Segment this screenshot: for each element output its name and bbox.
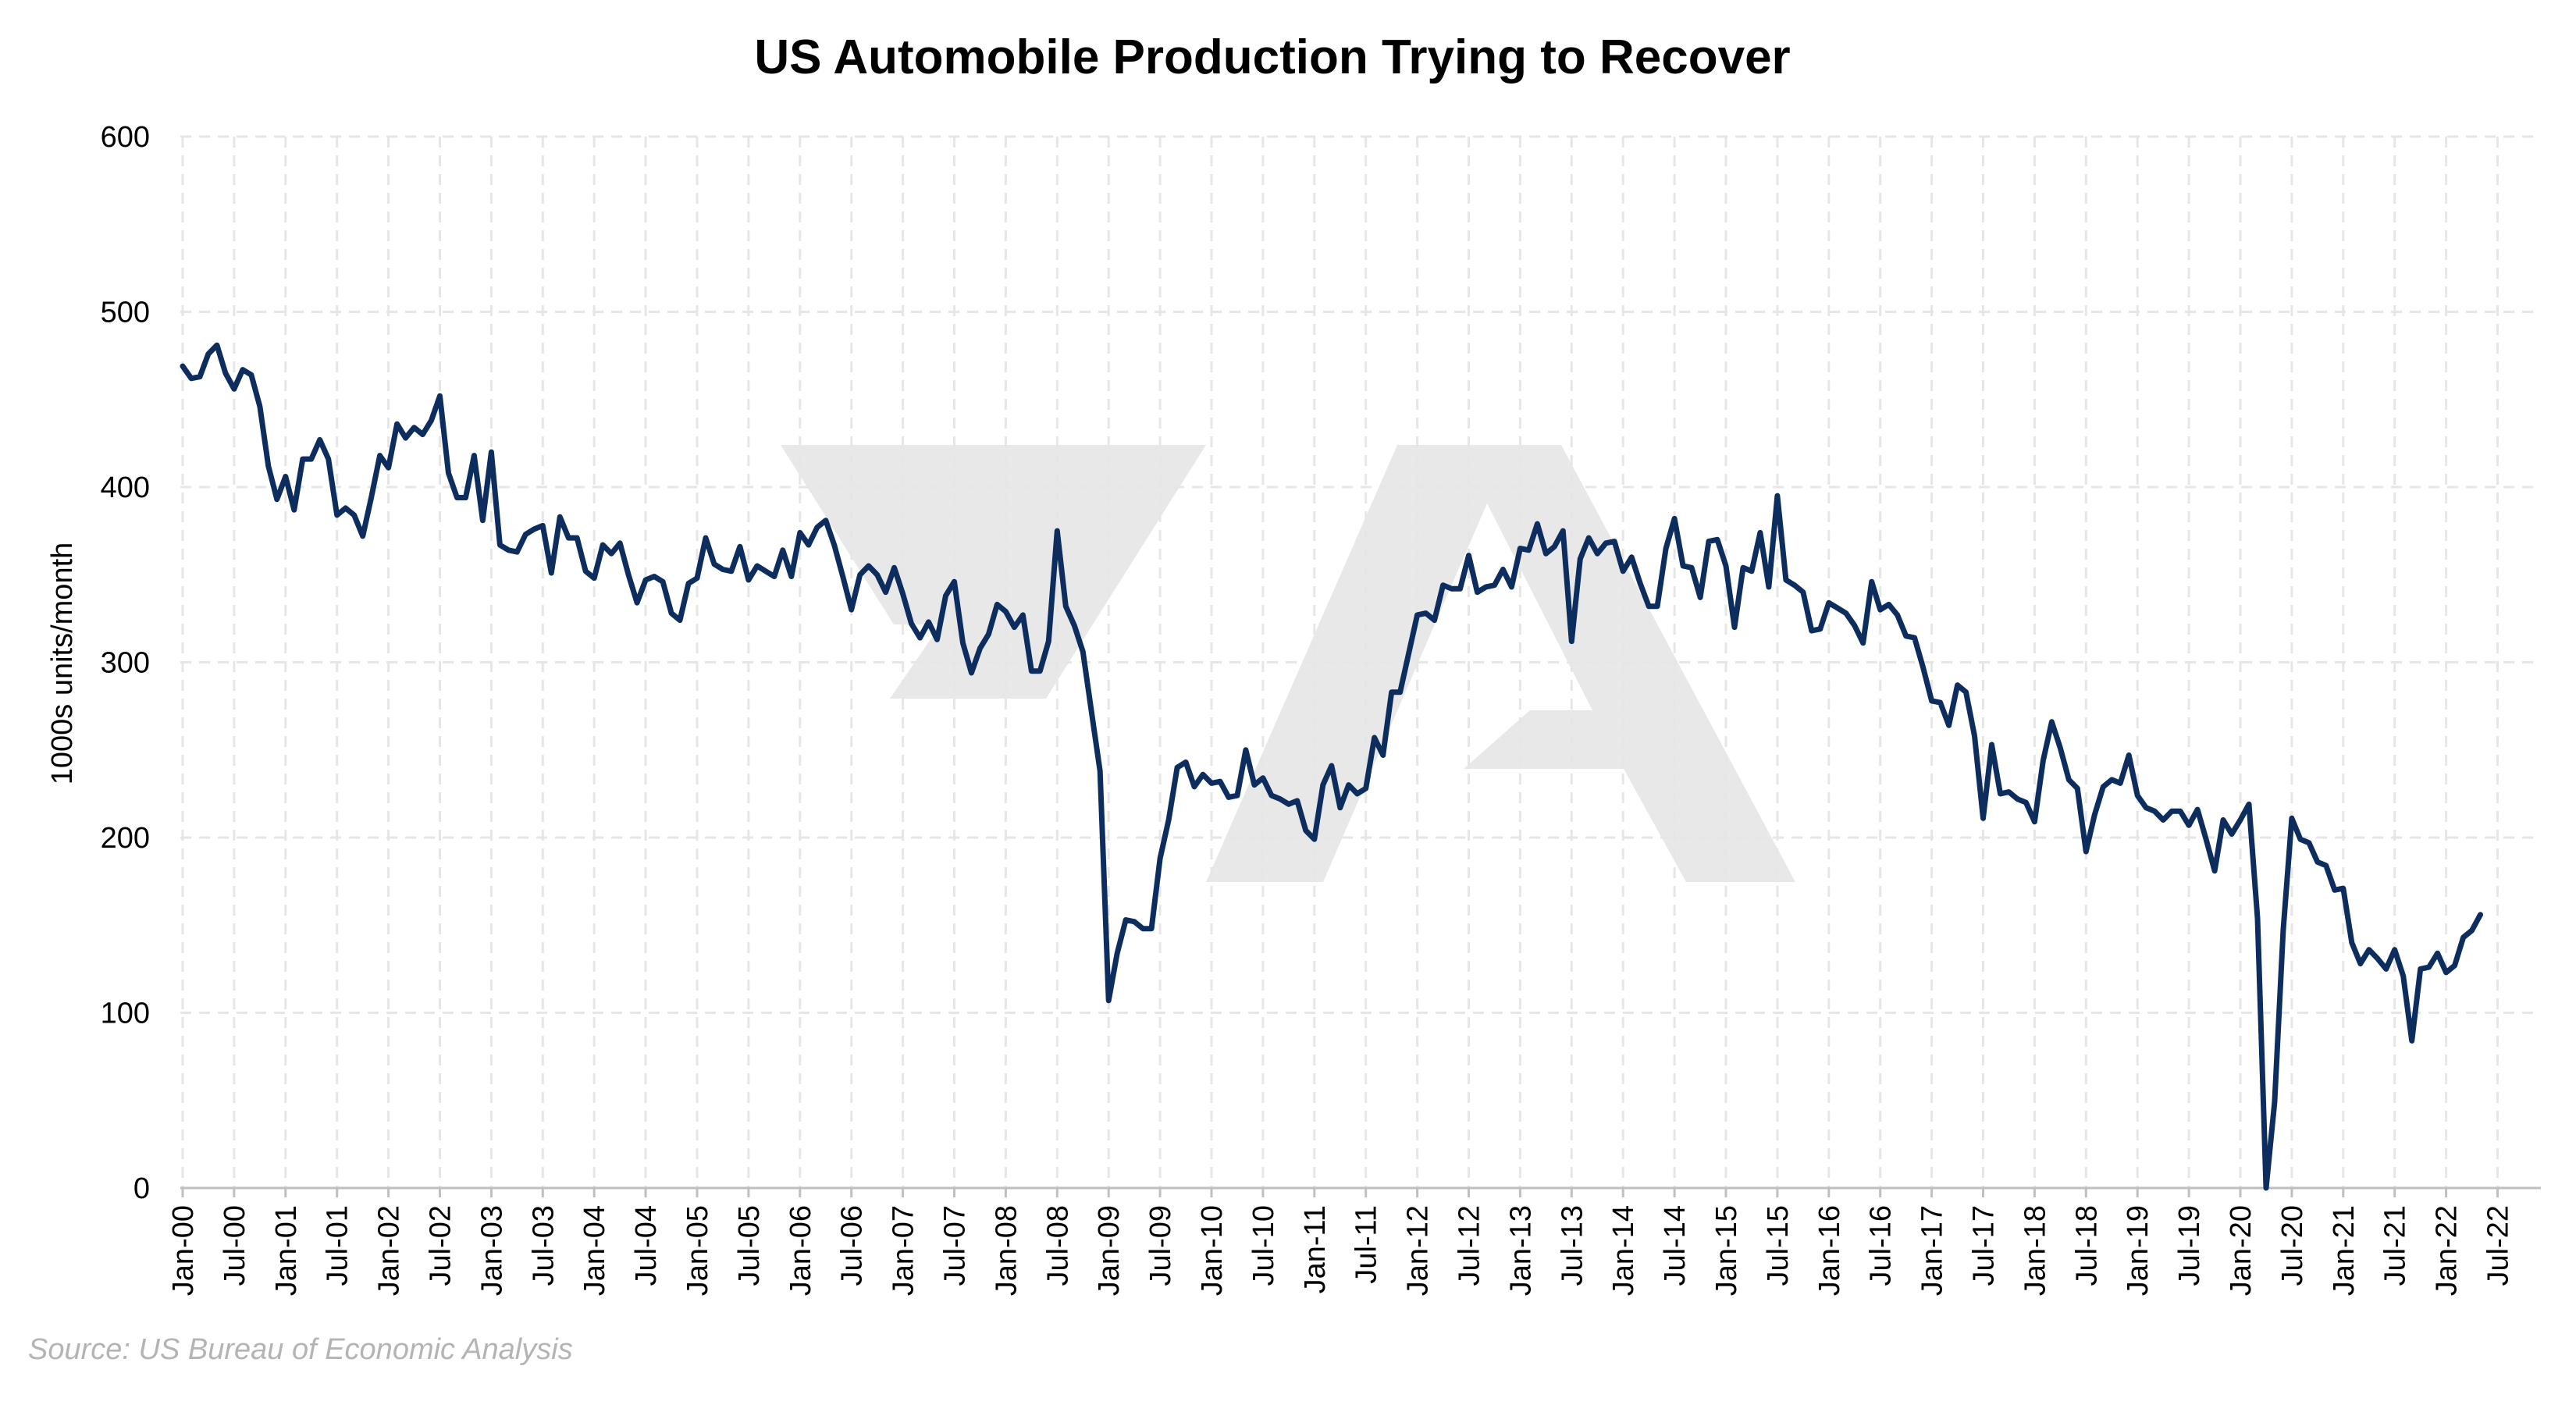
x-tick-label: Jan-17 (1916, 1205, 1949, 1296)
x-tick-label: Jan-05 (681, 1205, 714, 1296)
y-tick-labels: 0 100 200 300 400 500 600 (101, 121, 150, 1205)
x-tick-label: Jul-21 (2379, 1205, 2412, 1286)
chart-title: US Automobile Production Trying to Recov… (754, 30, 1791, 84)
y-tick-label: 0 (133, 1172, 150, 1205)
x-tick-label: Jan-06 (785, 1205, 817, 1296)
y-tick-label: 400 (101, 471, 150, 504)
x-tick-label: Jul-08 (1041, 1205, 1074, 1286)
x-tick-label: Jul-15 (1762, 1205, 1795, 1286)
vertical-gridlines (181, 137, 2499, 1188)
x-tick-label: Jul-19 (2173, 1205, 2206, 1286)
series-line (180, 342, 2483, 1191)
x-tick-label: Jul-12 (1453, 1205, 1486, 1286)
x-tick-label: Jan-00 (167, 1205, 200, 1296)
x-tick-label: Jul-22 (2482, 1205, 2515, 1286)
x-tick-label: Jan-21 (2328, 1205, 2361, 1296)
x-tick-label: Jan-09 (1093, 1205, 1126, 1296)
watermark-shape-right (1206, 445, 1795, 882)
x-tick-label: Jan-07 (888, 1205, 920, 1296)
x-tick-label: Jan-22 (2431, 1205, 2464, 1296)
x-tick-label: Jan-13 (1504, 1205, 1537, 1296)
y-tick-label: 600 (101, 121, 150, 154)
x-tick-label: Jul-01 (322, 1205, 354, 1286)
x-tick-label: Jan-19 (2122, 1205, 2154, 1296)
horizontal-gridlines (180, 135, 2541, 1014)
x-tick-label: Jan-02 (373, 1205, 406, 1296)
source-note: Source: US Bureau of Economic Analysis (28, 1333, 573, 1366)
x-tick-label: Jul-17 (1968, 1205, 2001, 1286)
x-tick-label: Jan-18 (2019, 1205, 2051, 1296)
x-tick-label: Jan-08 (990, 1205, 1023, 1296)
x-tick-label: Jan-01 (270, 1205, 303, 1296)
x-tick-label: Jan-20 (2225, 1205, 2258, 1296)
x-tick-label: Jan-03 (475, 1205, 508, 1296)
y-tick-label: 100 (101, 998, 150, 1030)
x-tick-label: Jan-16 (1813, 1205, 1846, 1296)
x-tick-label: Jul-03 (527, 1205, 560, 1286)
x-tick-label: Jan-15 (1710, 1205, 1743, 1296)
axes (180, 1186, 2541, 1197)
x-tick-label: Jan-10 (1196, 1205, 1229, 1296)
x-tick-label: Jul-20 (2276, 1205, 2309, 1286)
x-tick-label: Jul-16 (1865, 1205, 1898, 1286)
x-tick-label: Jan-12 (1402, 1205, 1435, 1296)
x-tick-label: Jul-05 (733, 1205, 766, 1286)
x-tick-label: Jul-06 (836, 1205, 869, 1286)
y-tick-label: 300 (101, 647, 150, 680)
watermark-logo (781, 445, 1795, 882)
y-tick-label: 200 (101, 822, 150, 855)
x-tick-label: Jan-11 (1299, 1205, 1332, 1293)
x-tick-label: Jul-13 (1556, 1205, 1589, 1286)
x-tick-label: Jul-11 (1350, 1205, 1383, 1284)
x-tick-label: Jan-14 (1607, 1205, 1640, 1296)
x-tick-label: Jul-18 (2070, 1205, 2103, 1286)
watermark-shape-left (781, 445, 1206, 699)
y-tick-label: 500 (101, 297, 150, 329)
x-tick-label: Jul-09 (1144, 1205, 1177, 1286)
x-tick-label: Jul-02 (425, 1205, 457, 1286)
series-group (180, 342, 2483, 1191)
x-tick-label: Jul-00 (219, 1205, 251, 1286)
x-tick-label: Jul-14 (1659, 1205, 1692, 1286)
x-tick-label: Jul-04 (630, 1205, 663, 1286)
x-tick-labels: Jan-00 Jul-00 Jan-01 Jul-01 Jan-02 Jul-02 Jan-… (167, 1205, 2515, 1296)
x-tick-label: Jul-07 (939, 1205, 972, 1286)
y-axis-label: 1000s units/month (46, 542, 79, 785)
x-tick-label: Jan-04 (578, 1205, 611, 1296)
x-tick-label: Jul-10 (1247, 1205, 1280, 1286)
